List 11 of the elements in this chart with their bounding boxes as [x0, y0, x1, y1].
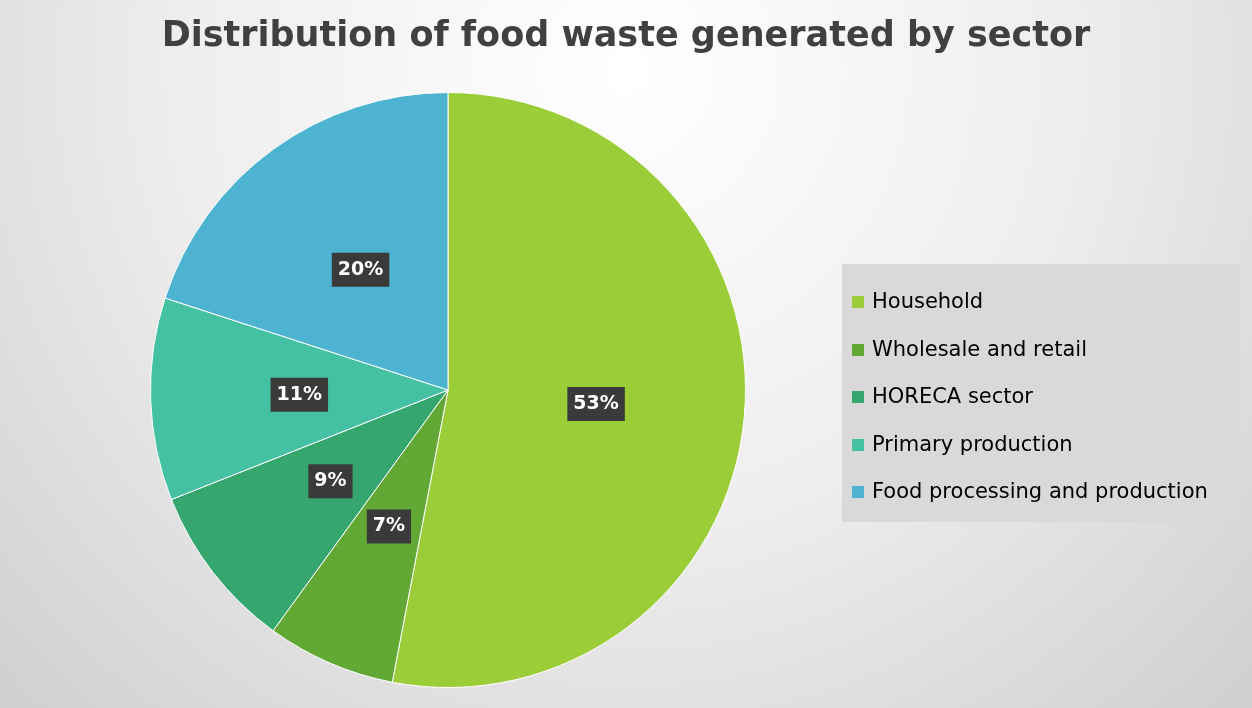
data-label: 11%	[276, 381, 323, 404]
data-label: 7%	[372, 513, 406, 536]
legend-label: Food processing and production	[872, 479, 1208, 503]
legend-label: HORECA sector	[872, 384, 1034, 408]
data-label: 20%	[337, 256, 384, 279]
data-label: 9%	[314, 468, 347, 491]
legend-label: Primary production	[872, 431, 1073, 456]
data-label: 53%	[573, 390, 619, 413]
chart-title: Distribution of food waste generated by sector	[160, 14, 1092, 54]
slice-label: Household	[872, 289, 984, 313]
legend-label: Wholesale and retail	[872, 336, 1087, 361]
